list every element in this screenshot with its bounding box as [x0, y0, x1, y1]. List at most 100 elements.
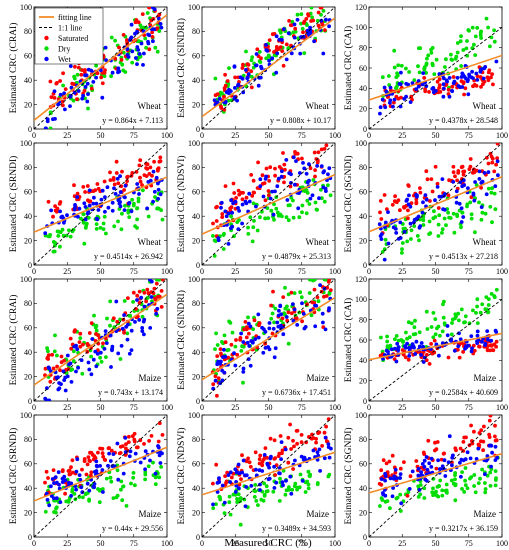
data-point-wet [435, 185, 440, 189]
data-point-dry [400, 247, 404, 252]
data-point-dry [238, 499, 243, 503]
data-point-wet [479, 205, 484, 210]
data-point-dry [322, 199, 327, 204]
data-point-sat [281, 151, 285, 155]
data-point-wet [464, 344, 468, 348]
data-point-wet [235, 98, 240, 103]
y-tick-label: 80 [24, 27, 32, 36]
data-point-sat [430, 351, 435, 356]
data-point-dry [453, 312, 458, 317]
data-point-dry [306, 486, 311, 491]
data-point-wet [291, 302, 295, 306]
data-point-dry [250, 55, 255, 59]
data-point-wet [264, 174, 268, 179]
data-point-sat [135, 293, 140, 298]
fit-equation: y = 0.6736x + 17.451 [262, 388, 331, 397]
data-point-sat [138, 175, 142, 180]
data-point-dry [401, 226, 406, 231]
data-point-sat [300, 319, 304, 324]
y-tick-label: 80 [192, 435, 200, 444]
data-point-sat [282, 162, 287, 167]
data-point-wet [398, 82, 403, 87]
fit-equation: y = 0.808x + 10.17 [270, 116, 331, 125]
data-point-dry [240, 344, 245, 349]
data-point-wet [228, 480, 233, 484]
data-point-sat [270, 331, 275, 336]
data-point-sat [73, 328, 77, 333]
data-point-wet [383, 471, 387, 476]
data-point-dry [378, 504, 382, 508]
data-point-wet [289, 172, 293, 177]
data-point-dry [104, 355, 108, 359]
data-point-dry [405, 336, 409, 341]
x-tick-label: 50 [97, 267, 105, 276]
data-point-wet [264, 48, 269, 52]
data-point-dry [432, 209, 436, 214]
data-point-wet [215, 362, 220, 367]
data-point-sat [316, 10, 321, 15]
y-axis-label: Estimated CRC (SGNDI) [343, 155, 354, 252]
data-point-wet [272, 464, 276, 469]
data-point-dry [120, 498, 125, 503]
x-tick-label: 50 [265, 267, 273, 276]
data-point-dry [287, 485, 291, 490]
x-tick-label: 25 [231, 403, 239, 412]
data-point-sat [490, 72, 494, 76]
data-point-wet [151, 39, 155, 44]
data-point-dry [416, 495, 421, 499]
data-point-wet [384, 348, 389, 353]
data-point-sat [326, 417, 331, 421]
crop-label: Maize [474, 373, 497, 383]
data-point-wet [125, 337, 130, 342]
data-point-wet [129, 22, 134, 27]
data-point-dry [460, 210, 465, 215]
data-point-dry [440, 488, 445, 493]
data-point-wet [288, 474, 293, 479]
y-tick-label: 40 [24, 484, 32, 493]
fit-equation: y = 0.3217x + 36.159 [429, 524, 498, 533]
data-point-sat [435, 181, 440, 186]
data-point-sat [295, 428, 300, 433]
data-point-sat [291, 467, 295, 471]
data-point-dry [413, 318, 417, 323]
data-point-wet [318, 283, 322, 287]
data-point-wet [318, 469, 322, 473]
data-point-dry [400, 251, 404, 255]
data-point-wet [212, 98, 217, 103]
data-point-wet [391, 104, 395, 109]
data-point-wet [392, 97, 397, 102]
data-point-dry [105, 316, 109, 321]
data-point-sat [437, 83, 442, 88]
data-point-wet [83, 217, 88, 222]
data-point-wet [78, 477, 83, 482]
y-axis-label: Estimated CRC (SINDRI) [176, 290, 187, 390]
x-tick-label: 100 [161, 539, 173, 548]
data-point-wet [149, 295, 154, 299]
data-point-wet [416, 467, 421, 471]
data-point-wet [240, 202, 245, 207]
data-point-dry [215, 343, 220, 347]
data-point-wet [286, 31, 291, 36]
x-tick-label: 25 [63, 131, 71, 140]
data-point-dry [379, 496, 384, 501]
x-tick-label: 100 [329, 539, 341, 548]
data-point-dry [120, 211, 124, 216]
data-point-sat [58, 368, 62, 373]
data-point-sat [138, 158, 143, 163]
data-point-dry [238, 496, 243, 501]
data-point-wet [475, 339, 479, 344]
data-point-wet [63, 107, 67, 112]
data-point-wet [140, 329, 145, 333]
data-point-wet [264, 43, 268, 47]
data-point-dry [145, 11, 150, 15]
data-point-dry [435, 326, 439, 331]
data-point-dry [438, 333, 442, 338]
data-point-dry [135, 206, 140, 211]
y-tick-label: 40 [24, 348, 32, 357]
data-point-dry [483, 490, 488, 495]
data-point-wet [240, 221, 245, 226]
data-point-dry [248, 215, 253, 220]
data-point-dry [430, 61, 435, 66]
